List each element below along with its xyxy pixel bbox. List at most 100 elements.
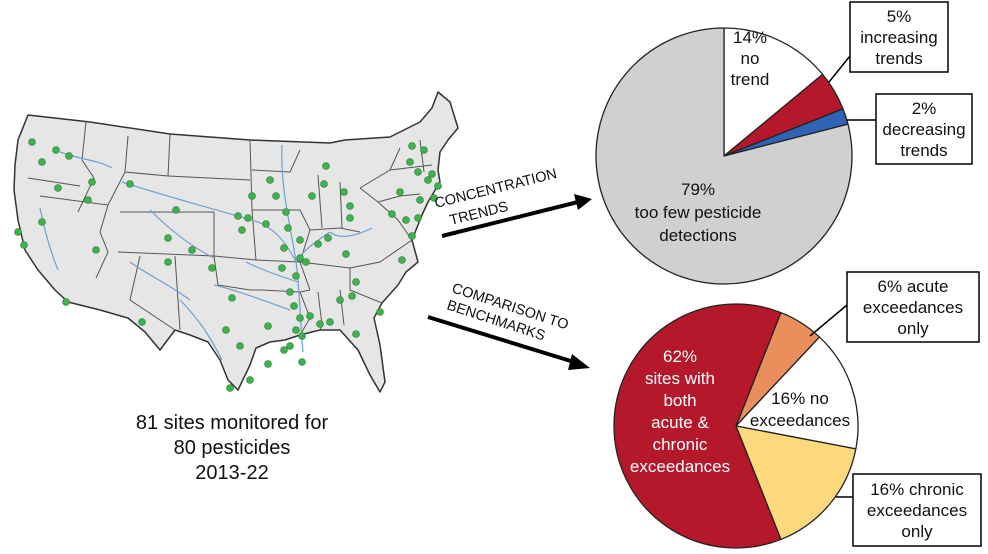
trends-arrow-head xyxy=(574,194,592,210)
trends-arrow: CONCENTRATION TRENDS xyxy=(433,166,592,238)
state-border-4 xyxy=(124,135,129,173)
site-marker xyxy=(234,212,242,220)
site-marker xyxy=(352,330,360,338)
state-border-5 xyxy=(167,133,171,177)
acute-callout: 6% acute exceedances only xyxy=(809,271,980,343)
trends-pie-chart xyxy=(595,27,853,285)
state-border-26 xyxy=(377,193,421,203)
site-marker xyxy=(292,326,300,334)
label-both-4: acute & xyxy=(651,413,709,432)
site-marker xyxy=(340,188,348,196)
site-marker xyxy=(424,176,432,184)
site-marker xyxy=(278,264,286,272)
site-marker xyxy=(222,326,230,334)
site-marker xyxy=(208,264,216,272)
increasing-leader-line xyxy=(828,55,851,83)
caption-line-1: 81 sites monitored for xyxy=(136,412,329,434)
label-acute-1: 6% acute xyxy=(878,277,949,296)
site-marker xyxy=(292,272,300,280)
site-marker xyxy=(290,302,298,310)
site-marker xyxy=(296,254,304,262)
site-marker xyxy=(188,246,196,254)
site-marker xyxy=(348,292,356,300)
river-8 xyxy=(213,284,291,311)
benchmarks-pie-slice-2 xyxy=(735,425,857,541)
caption-line-2: 80 pesticides xyxy=(174,437,291,459)
site-marker xyxy=(420,146,428,154)
site-marker xyxy=(320,180,328,188)
site-marker xyxy=(236,342,244,350)
site-marker xyxy=(346,214,354,222)
site-marker xyxy=(308,192,316,200)
site-marker xyxy=(38,218,46,226)
label-increasing-3: trends xyxy=(875,49,922,68)
site-marker xyxy=(272,192,280,200)
label-chronic-1: 16% chronic xyxy=(870,480,964,499)
site-marker xyxy=(414,214,422,222)
state-border-10 xyxy=(213,255,301,263)
site-marker xyxy=(302,258,310,266)
site-marker xyxy=(20,241,28,249)
label-acute-3: only xyxy=(897,319,929,338)
label-no-trend-1: 14% xyxy=(733,28,767,47)
benchmarks-arrow-shaft xyxy=(427,315,575,364)
rivers xyxy=(39,144,373,361)
site-marker xyxy=(244,214,252,222)
river-9 xyxy=(39,207,59,271)
site-marker xyxy=(298,358,306,366)
site-marker xyxy=(88,178,96,186)
site-marker xyxy=(414,168,422,176)
label-chronic-3: only xyxy=(901,522,933,541)
caption-line-3: 2013-22 xyxy=(195,462,268,484)
label-acute-2: exceedances xyxy=(863,298,963,317)
site-marker xyxy=(428,170,436,178)
site-marker xyxy=(248,192,256,200)
river-4 xyxy=(59,151,113,169)
decreasing-callout: 2% decreasing trends xyxy=(846,93,973,165)
site-marker xyxy=(402,216,410,224)
site-marker xyxy=(336,296,344,304)
acute-callout-box xyxy=(846,271,980,343)
label-too-few-2: too few pesticide xyxy=(635,203,762,222)
site-marker xyxy=(316,320,324,328)
site-marker xyxy=(138,318,146,326)
state-border-21 xyxy=(359,187,413,241)
state-borders xyxy=(27,121,433,336)
label-both-5: chronic xyxy=(653,435,708,454)
site-marker xyxy=(408,232,416,240)
site-marker xyxy=(430,194,438,202)
label-both-2: sites with xyxy=(645,369,715,388)
label-no-trend-2: no xyxy=(741,49,760,68)
benchmarks-pie-slice-3 xyxy=(613,303,782,549)
increasing-callout: 5% increasing trends xyxy=(828,1,949,83)
site-marker xyxy=(326,318,334,326)
site-marker xyxy=(246,376,254,384)
trends-arrow-shaft xyxy=(441,200,579,238)
site-marker xyxy=(54,184,62,192)
benchmarks-pie-chart xyxy=(613,303,859,549)
site-marker xyxy=(314,240,322,248)
site-marker xyxy=(416,196,424,204)
site-marker xyxy=(126,180,134,188)
site-marker xyxy=(280,244,288,252)
label-both-1: 62% xyxy=(663,347,697,366)
monitoring-sites xyxy=(14,138,442,392)
site-marker xyxy=(282,208,290,216)
state-border-18 xyxy=(309,227,361,233)
site-marker xyxy=(376,308,384,316)
state-border-11 xyxy=(129,255,176,331)
site-marker xyxy=(52,146,60,154)
label-no-trend-3: trend xyxy=(731,70,770,89)
site-marker xyxy=(164,234,172,242)
state-border-25 xyxy=(349,268,383,304)
state-border-13 xyxy=(213,255,262,291)
state-border-1 xyxy=(27,177,81,187)
benchmarks-pie-labels: 62% sites with both acute & chronic exce… xyxy=(630,347,850,476)
site-marker xyxy=(398,256,406,264)
site-marker xyxy=(14,228,22,236)
site-marker xyxy=(280,346,288,354)
river-6 xyxy=(179,299,223,361)
river-3 xyxy=(329,227,373,237)
site-marker xyxy=(262,220,270,228)
